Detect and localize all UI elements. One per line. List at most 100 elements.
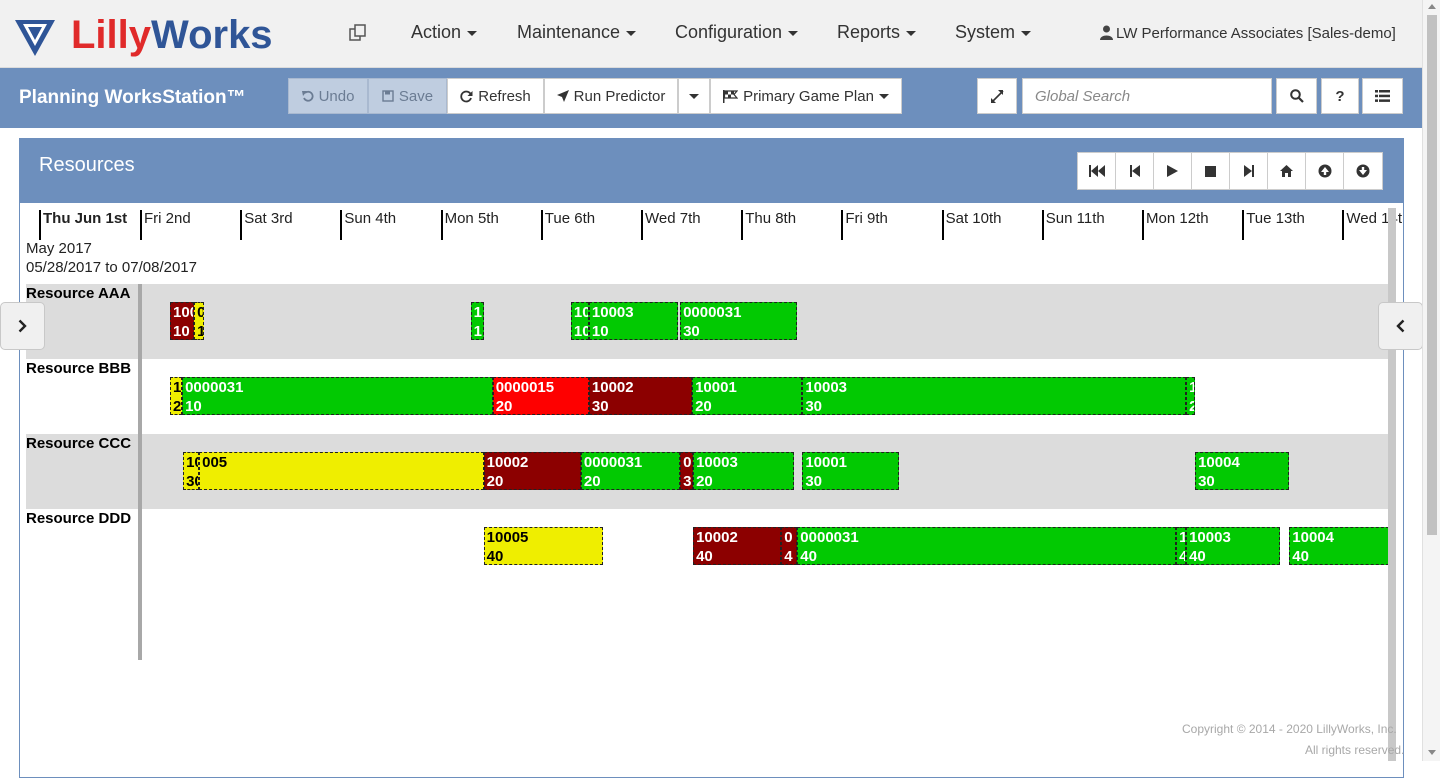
gantt-vertical-scrollbar[interactable] [1388, 208, 1396, 761]
task-quantity: 2 [1189, 397, 1194, 414]
resources-panel-header: Resources [20, 139, 1403, 203]
task-quantity: 40 [800, 548, 817, 565]
task-bar[interactable]: 0000031 10 [182, 377, 493, 415]
task-quantity: 20 [486, 473, 504, 490]
task-id: 1 [473, 304, 482, 321]
help-label: ? [1335, 87, 1345, 105]
task-bar[interactable]: 01 [194, 302, 205, 340]
task-bar[interactable]: 0000015 20 [492, 377, 589, 415]
task-id: 0000031 [683, 304, 742, 321]
resource-name[interactable]: Resource CCC [26, 435, 132, 452]
step-back-button[interactable] [1116, 153, 1154, 189]
user-icon [1100, 25, 1113, 40]
task-bar[interactable]: 14 [1176, 527, 1187, 565]
save-label: Save [398, 87, 434, 105]
task-bar[interactable]: 10003 30 [802, 377, 1187, 415]
workstation-title: Planning WorksStation™ [19, 87, 246, 108]
user-menu[interactable]: LW Performance Associates [Sales-demo] [1100, 25, 1396, 42]
task-bar[interactable]: 10002 40 [693, 527, 782, 565]
scroll-up-arrow-icon[interactable] [1428, 4, 1436, 9]
resource-name[interactable]: Resource AAA [26, 285, 131, 302]
expand-left-panel-tab[interactable] [0, 302, 45, 350]
copy-icon[interactable] [348, 23, 368, 43]
task-bar[interactable]: 10005 40 [483, 527, 603, 565]
window-scrollbar-thumb[interactable] [1427, 15, 1437, 535]
task-bar[interactable]: 10002 20 [483, 452, 581, 490]
play-button[interactable] [1154, 153, 1192, 189]
resource-name[interactable]: Resource BBB [26, 360, 132, 377]
expand-right-panel-tab[interactable] [1378, 302, 1423, 350]
resource-name[interactable]: Resource DDD [26, 510, 132, 527]
task-bar[interactable]: 10002 30 [588, 377, 693, 415]
day-tick [340, 210, 343, 240]
task-id: 10004 [1198, 454, 1240, 471]
global-search-input[interactable]: Global Search [1022, 78, 1272, 114]
scroll-down-arrow-icon[interactable] [1428, 750, 1436, 755]
task-bar[interactable]: 1030 [183, 452, 200, 490]
task-bar[interactable]: 0000031 30 [680, 302, 798, 340]
task-bar[interactable]: 12 [1186, 377, 1196, 415]
flag-checkered-icon [723, 89, 739, 103]
scroll-down-button[interactable] [1344, 153, 1382, 189]
help-button[interactable]: ? [1321, 78, 1359, 114]
caret-down-icon [906, 30, 917, 36]
task-bar[interactable]: 10003 40 [1186, 527, 1281, 565]
task-id: 1 [1179, 528, 1185, 547]
task-bar[interactable]: 10004 40 [1289, 527, 1390, 565]
task-bar[interactable]: 10001 20 [692, 377, 803, 415]
game-plan-dropdown[interactable]: Primary Game Plan [710, 78, 902, 114]
copyright-text: Copyright © 2014 - 2020 LillyWorks, Inc. [1182, 722, 1397, 736]
task-bar[interactable]: 10003 10 [588, 302, 679, 340]
logo-text-works: Works [151, 13, 273, 57]
day-tick [440, 210, 443, 240]
skip-to-start-button[interactable] [1078, 153, 1116, 189]
expand-button[interactable] [977, 78, 1017, 114]
lillyworks-logo[interactable]: LillyWorks [13, 11, 303, 59]
list-view-button[interactable] [1362, 78, 1403, 114]
task-quantity: 20 [495, 398, 513, 415]
day-tick [140, 210, 142, 240]
task-bar[interactable]: 0000031 20 [580, 452, 681, 490]
run-predictor-dropdown[interactable] [678, 78, 710, 114]
day-label: Tue 13th [1246, 210, 1305, 227]
window-scrollbar[interactable] [1422, 0, 1440, 761]
run-predictor-button[interactable]: Run Predictor [544, 78, 678, 114]
scroll-up-button[interactable] [1306, 153, 1344, 189]
task-bar[interactable]: 10003 20 [693, 452, 795, 490]
undo-button[interactable]: Undo [288, 78, 368, 114]
day-tick [1041, 210, 1044, 240]
step-forward-icon [1243, 165, 1254, 177]
task-bar[interactable]: 005 [199, 452, 484, 490]
menu-action[interactable]: Action [411, 22, 478, 43]
global-search-placeholder: Global Search [1035, 87, 1131, 105]
menu-system[interactable]: System [955, 22, 1032, 43]
save-button[interactable]: Save [368, 78, 447, 114]
task-bar[interactable]: 10010 [170, 302, 195, 340]
task-bar[interactable]: 10 10 [570, 302, 589, 340]
menu-configuration[interactable]: Configuration [675, 22, 799, 43]
day-tick [240, 210, 243, 240]
task-bar[interactable]: 10004 30 [1195, 452, 1290, 490]
search-button[interactable] [1276, 78, 1317, 114]
logo-emblem-icon [15, 20, 55, 56]
day-tick [1242, 210, 1245, 240]
home-button[interactable] [1268, 153, 1306, 189]
task-bar[interactable]: 0000031 40 [797, 527, 1177, 565]
task-quantity: 40 [486, 548, 504, 565]
menu-maintenance[interactable]: Maintenance [517, 22, 637, 43]
task-bar[interactable]: 10001 30 [802, 452, 899, 490]
step-forward-button[interactable] [1230, 153, 1268, 189]
task-quantity: 4 [1179, 547, 1185, 564]
menu-reports[interactable]: Reports [837, 22, 917, 43]
stop-button[interactable] [1192, 153, 1230, 189]
arrow-circle-down-icon [1356, 164, 1370, 178]
resource-column-divider[interactable] [138, 284, 142, 660]
refresh-button[interactable]: Refresh [447, 78, 544, 114]
day-label: Mon 5th [444, 210, 499, 227]
task-id: 0 [683, 454, 692, 471]
task-quantity: 10 [173, 323, 190, 340]
